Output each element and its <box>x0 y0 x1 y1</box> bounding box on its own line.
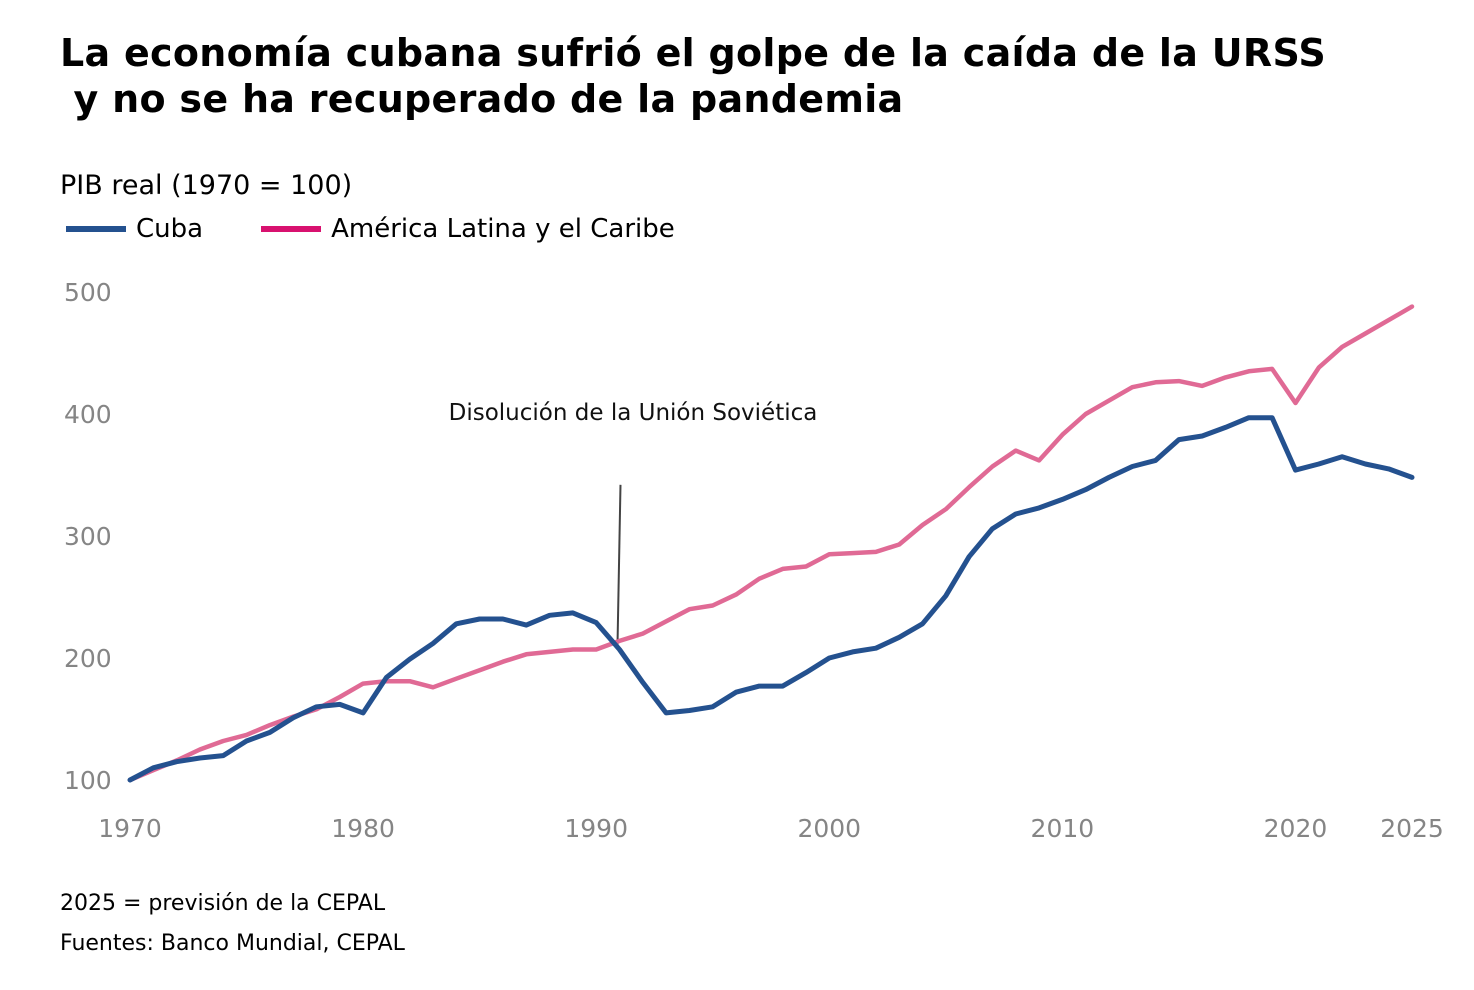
chart-title: La economía cubana sufrió el golpe de la… <box>60 31 1327 121</box>
y-axis-ticks: 100 200 300 400 500 <box>64 278 112 795</box>
legend-item-latam: América Latina y el Caribe <box>261 214 675 244</box>
y-tick-label: 200 <box>64 644 112 673</box>
y-tick-label: 500 <box>64 278 112 307</box>
annotation-group: Disolución de la Unión Soviética <box>449 400 818 646</box>
y-tick-label: 300 <box>64 522 112 551</box>
legend-swatch-latam <box>261 226 322 232</box>
legend: Cuba América Latina y el Caribe <box>66 214 733 244</box>
y-tick-label: 400 <box>64 400 112 429</box>
footer-sources: Fuentes: Banco Mundial, CEPAL <box>60 931 405 956</box>
annotation-label: Disolución de la Unión Soviética <box>449 400 818 426</box>
legend-item-cuba: Cuba <box>66 214 203 244</box>
x-tick-label: 2010 <box>1031 814 1095 843</box>
x-tick-label: 1980 <box>331 814 395 843</box>
x-tick-label: 1970 <box>98 814 162 843</box>
chart-subtitle: PIB real (1970 = 100) <box>60 170 353 201</box>
x-tick-label: 2000 <box>797 814 861 843</box>
x-tick-label: 2020 <box>1264 814 1328 843</box>
series-line-latam <box>127 304 1415 783</box>
x-axis-ticks: 1970 1980 1990 2000 2010 2020 2025 <box>98 814 1444 843</box>
x-tick-label: 1990 <box>564 814 628 843</box>
series-lines <box>127 304 1415 783</box>
footer-note: 2025 = previsión de la CEPAL <box>60 891 386 916</box>
legend-label-latam: América Latina y el Caribe <box>331 214 675 244</box>
series-line-cuba <box>127 415 1415 783</box>
y-tick-label: 100 <box>64 766 112 795</box>
x-tick-label: 2025 <box>1380 814 1444 843</box>
legend-swatch-cuba <box>66 226 126 232</box>
annotation-leader-line <box>616 484 622 646</box>
legend-label-cuba: Cuba <box>136 214 204 244</box>
